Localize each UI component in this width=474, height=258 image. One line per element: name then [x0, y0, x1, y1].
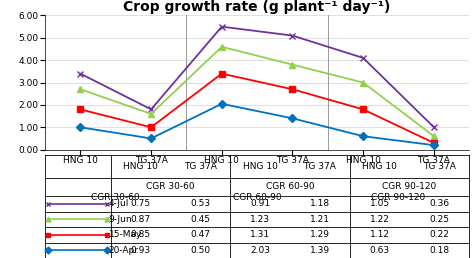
15-May: [148, 126, 154, 129]
4-Jul: [431, 126, 437, 129]
Text: 1.05: 1.05: [370, 199, 390, 208]
Title: Crop growth rate (g plant⁻¹ day⁻¹): Crop growth rate (g plant⁻¹ day⁻¹): [123, 0, 391, 14]
Text: TG 37A: TG 37A: [423, 162, 456, 171]
4-Jul: [360, 57, 366, 60]
Text: 0.93: 0.93: [131, 246, 151, 255]
Text: 2.03: 2.03: [250, 246, 270, 255]
Text: 20-Apr: 20-Apr: [109, 246, 139, 255]
20-Apr: [360, 135, 366, 138]
Text: 4-Jul: 4-Jul: [109, 199, 129, 208]
Text: HNG 10: HNG 10: [362, 162, 397, 171]
Text: 0.91: 0.91: [250, 199, 270, 208]
Text: 0.85: 0.85: [131, 230, 151, 239]
Text: 0.87: 0.87: [131, 215, 151, 224]
9-Jun: [148, 112, 154, 115]
20-Apr: [290, 117, 295, 120]
Text: CGR 30-60: CGR 30-60: [91, 192, 140, 201]
Text: CGR 60-90: CGR 60-90: [233, 192, 282, 201]
Text: TG 37A: TG 37A: [303, 162, 337, 171]
4-Jul: [219, 25, 225, 28]
9-Jun: [431, 135, 437, 138]
Text: 0.18: 0.18: [429, 246, 449, 255]
15-May: [78, 108, 83, 111]
Text: HNG 10: HNG 10: [243, 162, 278, 171]
4-Jul: [290, 34, 295, 37]
15-May: [219, 72, 225, 75]
Line: 15-May: 15-May: [78, 71, 437, 146]
20-Apr: [78, 126, 83, 129]
Text: 9-Jun: 9-Jun: [109, 215, 132, 224]
15-May: [431, 141, 437, 144]
Text: 1.39: 1.39: [310, 246, 330, 255]
Text: 1.18: 1.18: [310, 199, 330, 208]
Text: 0.63: 0.63: [370, 246, 390, 255]
Text: 1.31: 1.31: [250, 230, 270, 239]
15-May: [290, 88, 295, 91]
Text: 0.25: 0.25: [429, 215, 449, 224]
Text: 0.36: 0.36: [429, 199, 449, 208]
Text: 1.22: 1.22: [370, 215, 390, 224]
Text: 0.53: 0.53: [191, 199, 210, 208]
9-Jun: [290, 63, 295, 66]
9-Jun: [219, 45, 225, 48]
Text: HNG 10: HNG 10: [123, 162, 158, 171]
Text: 15-May: 15-May: [109, 230, 142, 239]
9-Jun: [78, 88, 83, 91]
4-Jul: [148, 108, 154, 111]
Text: 1.23: 1.23: [250, 215, 270, 224]
Text: 0.45: 0.45: [191, 215, 210, 224]
Text: CGR 90-120: CGR 90-120: [372, 192, 426, 201]
Line: 4-Jul: 4-Jul: [78, 24, 437, 130]
15-May: [360, 108, 366, 111]
Text: 0.75: 0.75: [131, 199, 151, 208]
20-Apr: [431, 144, 437, 147]
Text: 0.22: 0.22: [429, 230, 449, 239]
Text: CGR 30-60: CGR 30-60: [146, 182, 195, 191]
Text: CGR 90-120: CGR 90-120: [383, 182, 437, 191]
20-Apr: [219, 102, 225, 105]
Text: TG 37A: TG 37A: [184, 162, 217, 171]
20-Apr: [148, 137, 154, 140]
Text: 1.29: 1.29: [310, 230, 330, 239]
Text: 1.21: 1.21: [310, 215, 330, 224]
Line: 9-Jun: 9-Jun: [78, 44, 437, 139]
Line: 20-Apr: 20-Apr: [78, 101, 437, 148]
4-Jul: [78, 72, 83, 75]
9-Jun: [360, 81, 366, 84]
Text: CGR 60-90: CGR 60-90: [266, 182, 314, 191]
Text: 0.47: 0.47: [191, 230, 210, 239]
Text: 0.50: 0.50: [191, 246, 210, 255]
Text: 1.12: 1.12: [370, 230, 390, 239]
